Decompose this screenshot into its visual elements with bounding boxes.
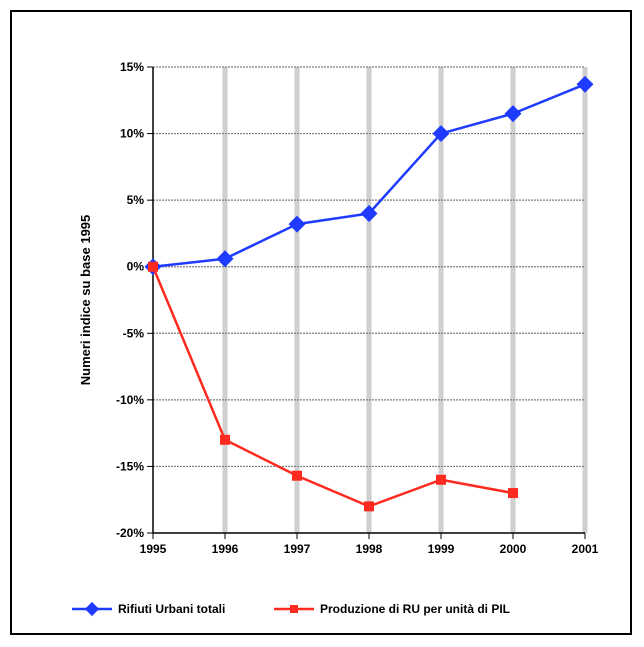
x-tick-label: 1997 (284, 542, 311, 556)
data-point-series-2 (292, 470, 302, 481)
chart-frame: 15% 10% 5% 0% -5% -10% -15% -20% 1995 1996 1997 199… (10, 10, 632, 635)
y-tick-label: -5% (123, 326, 145, 340)
data-point-series-1 (504, 105, 522, 123)
x-tick-label: 1996 (212, 542, 239, 556)
y-tick-label: 15% (120, 60, 144, 74)
legend-label-2: Produzione di RU per unità di PIL (320, 602, 510, 616)
x-tick-label: 2000 (500, 542, 527, 556)
legend-marker-1 (84, 601, 100, 617)
x-tick-label: 1995 (140, 542, 167, 556)
legend-label-1: Rifiuti Urbani totali (118, 602, 225, 616)
x-tick-label: 1999 (428, 542, 455, 556)
line-chart: 15% 10% 5% 0% -5% -10% -15% -20% 1995 1996 1997 199… (72, 60, 599, 617)
y-axis-title: Numeri indice su base 1995 (78, 215, 93, 386)
y-tick-label: 10% (120, 127, 144, 141)
y-tick-label: -10% (116, 393, 144, 407)
data-point-series-1 (360, 204, 378, 222)
data-point-series-2 (364, 501, 374, 512)
data-point-series-1 (288, 215, 306, 233)
data-point-series-1 (216, 250, 234, 268)
x-tick-label: 2001 (572, 542, 599, 556)
legend-marker-2 (290, 605, 298, 613)
data-point-series-2 (148, 261, 158, 272)
y-tick-label: 5% (127, 193, 145, 207)
series-line-2 (151, 266, 514, 508)
y-tick-label: -20% (116, 526, 144, 540)
data-point-series-2 (220, 434, 230, 445)
data-point-series-2 (508, 488, 518, 499)
data-point-series-1 (576, 75, 594, 93)
y-tick-label: -15% (116, 459, 144, 473)
y-tick-label: 0% (127, 260, 145, 274)
data-point-series-2 (436, 474, 446, 485)
x-tick-label: 1998 (356, 542, 383, 556)
